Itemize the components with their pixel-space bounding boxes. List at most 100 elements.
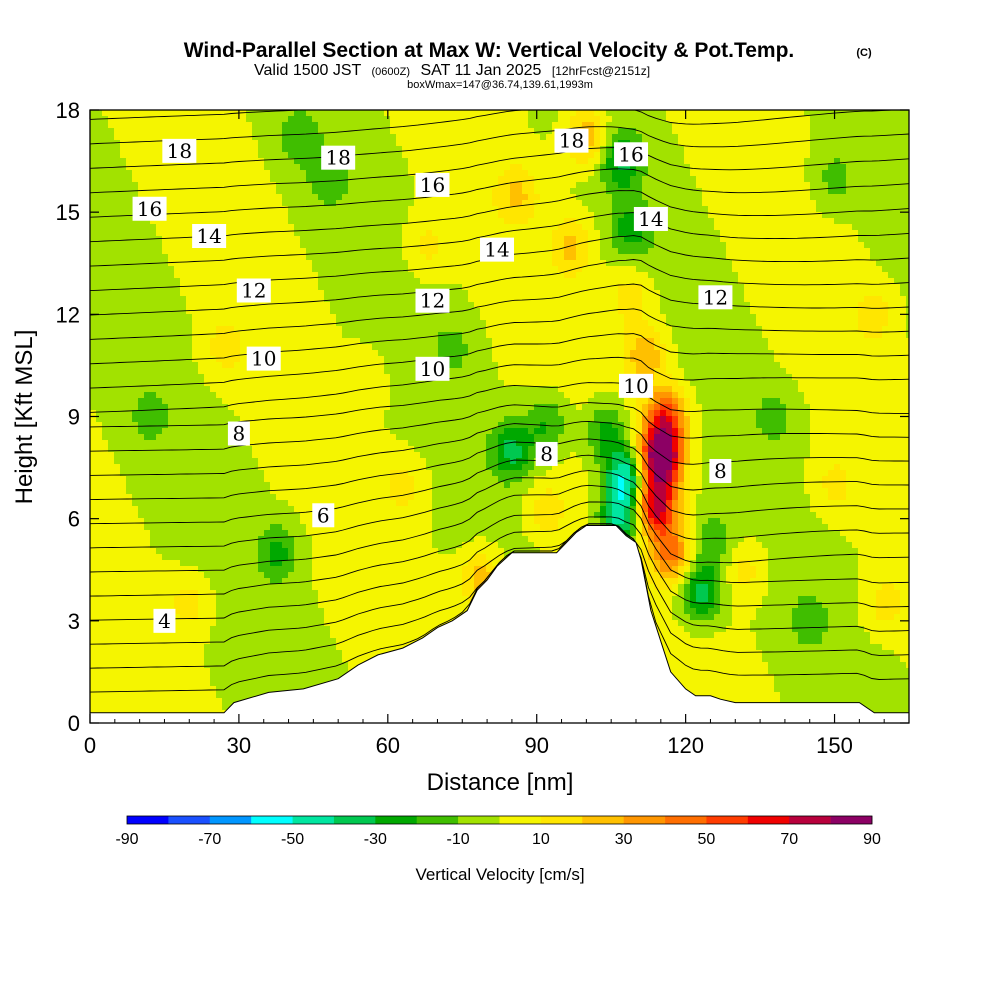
field-cell	[348, 110, 355, 117]
field-cell	[198, 134, 205, 141]
field-cell	[306, 128, 313, 135]
field-cell	[420, 152, 427, 159]
field-cell	[372, 134, 379, 141]
field-cell	[756, 302, 763, 309]
field-cell	[480, 170, 487, 177]
field-cell	[228, 128, 235, 135]
field-cell	[438, 110, 445, 117]
field-cell	[228, 200, 235, 207]
field-cell	[354, 284, 361, 291]
field-cell	[270, 320, 277, 327]
field-cell	[888, 236, 895, 243]
field-cell	[162, 116, 169, 123]
field-cell	[420, 284, 427, 291]
field-cell	[198, 290, 205, 297]
field-cell	[390, 218, 397, 225]
field-cell	[588, 164, 595, 171]
field-cell	[210, 308, 217, 315]
field-cell	[396, 254, 403, 261]
field-cell	[588, 158, 595, 165]
field-cell	[654, 296, 661, 303]
field-cell	[624, 182, 631, 189]
field-cell	[864, 254, 871, 261]
field-cell	[270, 212, 277, 219]
field-cell	[834, 158, 841, 165]
field-cell	[138, 116, 145, 123]
field-cell	[528, 236, 535, 243]
field-cell	[360, 140, 367, 147]
field-cell	[648, 302, 655, 309]
field-cell	[870, 260, 877, 267]
field-cell	[882, 200, 889, 207]
field-cell	[828, 236, 835, 243]
field-cell	[186, 248, 193, 255]
field-cell	[582, 242, 589, 249]
field-cell	[192, 176, 199, 183]
field-cell	[150, 152, 157, 159]
field-cell	[630, 254, 637, 261]
field-cell	[456, 266, 463, 273]
field-cell	[588, 278, 595, 285]
field-cell	[702, 248, 709, 255]
field-cell	[840, 314, 847, 321]
field-cell	[816, 266, 823, 273]
field-cell	[588, 176, 595, 183]
field-cell	[900, 128, 907, 135]
field-cell	[126, 242, 133, 249]
field-cell	[732, 248, 739, 255]
field-cell	[354, 158, 361, 165]
field-cell	[360, 212, 367, 219]
field-cell	[318, 302, 325, 309]
field-cell	[390, 140, 397, 147]
field-cell	[384, 290, 391, 297]
field-cell	[420, 212, 427, 219]
field-cell	[360, 152, 367, 159]
field-cell	[654, 140, 661, 147]
field-cell	[594, 182, 601, 189]
field-cell	[888, 116, 895, 123]
field-cell	[750, 242, 757, 249]
field-cell	[384, 164, 391, 171]
field-cell	[354, 302, 361, 309]
field-cell	[354, 116, 361, 123]
field-cell	[600, 320, 607, 327]
field-cell	[552, 242, 559, 249]
field-cell	[132, 290, 139, 297]
field-cell	[234, 128, 241, 135]
field-cell	[720, 182, 727, 189]
field-cell	[810, 176, 817, 183]
field-cell	[318, 176, 325, 183]
field-cell	[738, 176, 745, 183]
field-cell	[156, 320, 163, 327]
field-cell	[558, 314, 565, 321]
field-cell	[846, 266, 853, 273]
field-cell	[432, 248, 439, 255]
field-cell	[192, 326, 199, 333]
field-cell	[444, 158, 451, 165]
field-cell	[708, 314, 715, 321]
field-cell	[468, 314, 475, 321]
field-cell	[600, 278, 607, 285]
field-cell	[480, 272, 487, 279]
field-cell	[594, 278, 601, 285]
valid-zulu: (0600Z)	[371, 66, 410, 78]
field-cell	[210, 134, 217, 141]
field-cell	[750, 224, 757, 231]
field-cell	[522, 122, 529, 129]
field-cell	[834, 146, 841, 153]
field-cell	[360, 188, 367, 195]
field-cell	[720, 230, 727, 237]
field-cell	[120, 212, 127, 219]
field-cell	[240, 308, 247, 315]
field-cell	[318, 218, 325, 225]
field-cell	[810, 284, 817, 291]
field-cell	[384, 224, 391, 231]
field-cell	[258, 158, 265, 165]
field-cell	[180, 314, 187, 321]
field-cell	[480, 224, 487, 231]
field-cell	[252, 128, 259, 135]
field-cell	[390, 146, 397, 153]
field-cell	[582, 236, 589, 243]
field-cell	[138, 122, 145, 129]
